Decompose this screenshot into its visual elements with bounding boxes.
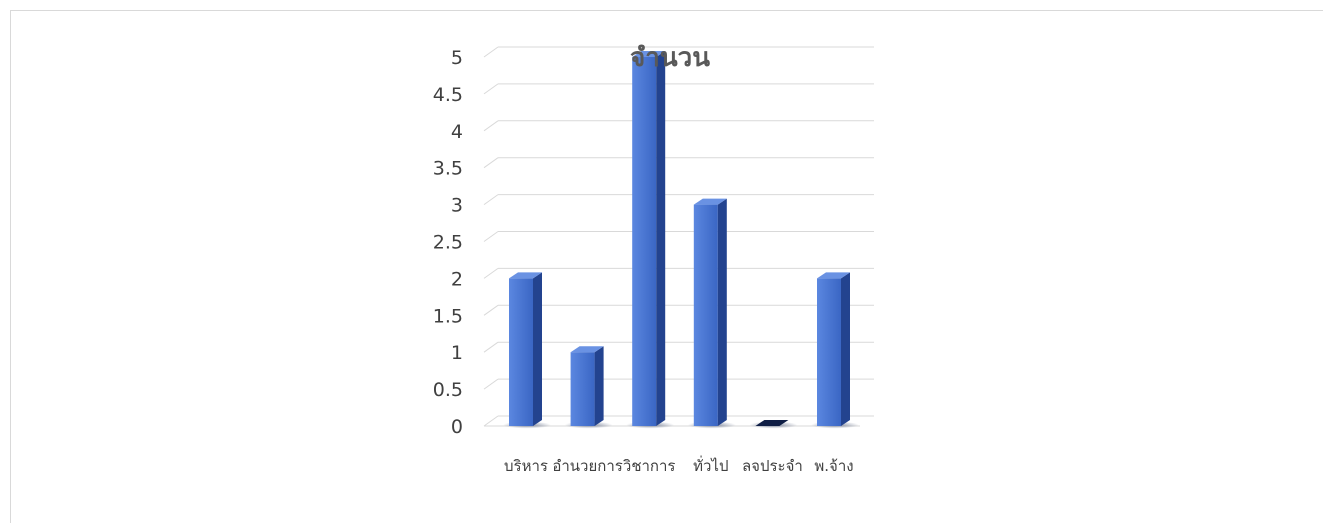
bar-top xyxy=(570,346,604,353)
y-tick-label: 1 xyxy=(451,342,463,364)
gridline-depth xyxy=(483,157,499,169)
bar-top xyxy=(509,272,542,279)
bar-side xyxy=(594,346,604,426)
bar-top xyxy=(755,420,789,426)
gridline-depth xyxy=(483,378,499,390)
bar-side xyxy=(841,272,850,426)
bar-front xyxy=(509,278,533,426)
bar-front xyxy=(693,204,718,426)
x-tick-label: ทั่วไป xyxy=(693,455,728,475)
gridline-depth xyxy=(483,120,499,132)
gridline-depth xyxy=(483,341,499,353)
gridline-depth xyxy=(483,304,499,316)
chart-frame xyxy=(10,10,1323,523)
gridlines xyxy=(483,46,874,427)
x-axis: บริหาร อำนวยการ วิชาการ ทั่วไป ลจประจำ พ.จ้าง xyxy=(504,455,854,475)
x-tick-label: บริหาร xyxy=(504,457,548,475)
bar xyxy=(811,272,859,429)
y-tick-label: 3.5 xyxy=(433,158,463,180)
gridline-depth xyxy=(483,415,499,427)
bar xyxy=(687,198,736,429)
y-axis: 0 0.5 1 1.5 2 2.5 3 3.5 4 4.5 5 xyxy=(433,47,463,438)
y-tick-label: 5 xyxy=(451,47,463,69)
gridline-depth xyxy=(483,83,499,95)
bar xyxy=(626,51,675,429)
y-tick-label: 3 xyxy=(451,195,463,217)
bar-side xyxy=(717,198,727,426)
bar xyxy=(564,346,613,429)
bars xyxy=(503,51,859,429)
bar-side xyxy=(533,272,542,426)
chart-title: จำนวน xyxy=(630,43,710,73)
gridline-depth xyxy=(483,231,499,242)
bar-top xyxy=(817,272,850,279)
x-tick-label: ลจประจำ xyxy=(742,457,803,475)
gridline-depth xyxy=(483,267,499,279)
gridline-depth xyxy=(483,46,499,58)
bar xyxy=(749,420,798,429)
y-tick-label: 0 xyxy=(451,416,463,438)
bar-front xyxy=(817,278,841,426)
y-tick-label: 1.5 xyxy=(433,305,463,327)
bar-top xyxy=(632,51,666,57)
gridline-depth xyxy=(483,194,499,206)
x-tick-label: พ.จ้าง xyxy=(814,457,853,475)
bar-side xyxy=(656,51,666,426)
bar-top xyxy=(693,198,727,205)
y-tick-label: 4 xyxy=(451,121,463,143)
bar xyxy=(503,272,551,429)
x-tick-label: อำนวยการ xyxy=(552,457,622,475)
y-tick-label: 4.5 xyxy=(433,84,463,106)
y-tick-label: 0.5 xyxy=(433,379,463,401)
bar-front xyxy=(632,57,657,426)
bar-front xyxy=(570,352,595,426)
y-tick-label: 2.5 xyxy=(433,232,463,254)
x-tick-label: วิชาการ xyxy=(622,457,675,475)
y-tick-label: 2 xyxy=(451,268,463,290)
